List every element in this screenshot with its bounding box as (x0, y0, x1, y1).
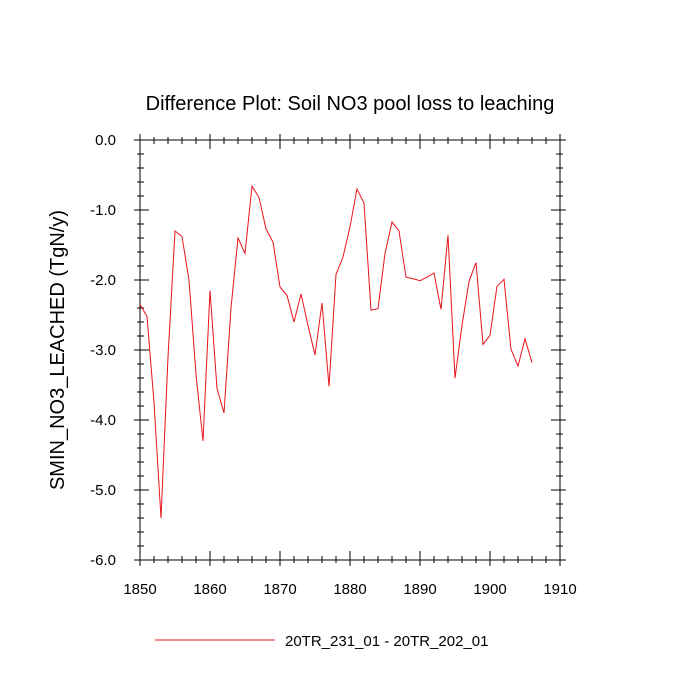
series-line-1 (139, 184, 533, 519)
x-tick-label: 1870 (263, 581, 296, 598)
legend: 20TR_231_01 - 20TR_202_01 (155, 633, 488, 650)
x-tick-label: 1910 (543, 581, 576, 598)
y-tick-label: -4.0 (90, 412, 116, 429)
y-tick-label: -3.0 (90, 342, 116, 359)
legend-label-series-1: 20TR_231_01 - 20TR_202_01 (285, 633, 488, 650)
y-tick-label: 0.0 (95, 132, 116, 149)
x-tick-labels: 1850 1860 1870 1880 1890 1900 1910 (123, 581, 576, 598)
x-tick-label: 1890 (403, 581, 436, 598)
y-axis-label: SMIN_NO3_LEACHED (TgN/y) (47, 210, 69, 490)
y-tick-labels: 0.0 -1.0 -2.0 -3.0 -4.0 -5.0 -6.0 (90, 132, 116, 569)
y-tick-label: -5.0 (90, 482, 116, 499)
x-tick-label: 1900 (473, 581, 506, 598)
y-tick-label: -2.0 (90, 272, 116, 289)
x-tick-label: 1880 (333, 581, 366, 598)
y-tick-label: -6.0 (90, 552, 116, 569)
x-tick-label: 1850 (123, 581, 156, 598)
series-layer (139, 184, 533, 519)
x-tick-label: 1860 (193, 581, 226, 598)
minor-ticks (137, 137, 563, 563)
major-ticks (134, 134, 566, 566)
chart-title: Difference Plot: Soil NO3 pool loss to l… (146, 93, 555, 115)
y-tick-label: -1.0 (90, 202, 116, 219)
plot-frame (139, 139, 561, 561)
